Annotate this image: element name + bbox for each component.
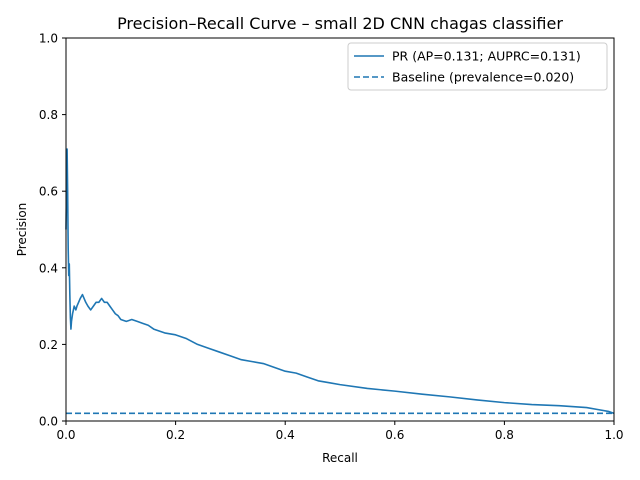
x-axis-label: Recall [322,451,358,465]
x-tick-label: 0.0 [56,428,75,442]
x-tick-label: 0.6 [385,428,404,442]
chart-title: Precision–Recall Curve – small 2D CNN ch… [117,14,563,33]
legend: PR (AP=0.131; AUPRC=0.131) Baseline (pre… [347,42,608,91]
plot-area [65,37,615,422]
x-tick-label: 0.8 [495,428,514,442]
x-tick-label: 0.4 [276,428,295,442]
y-axis-ticks: 0.0 0.2 0.4 0.6 0.8 1.0 [39,32,66,429]
legend-baseline-label: Baseline (prevalence=0.020) [392,70,574,85]
y-tick-label: 0.8 [39,108,58,122]
y-tick-label: 0.2 [39,338,58,352]
pr-curve-line [65,148,615,415]
x-axis-ticks: 0.0 0.2 0.4 0.6 0.8 1.0 [56,421,624,442]
legend-pr-label: PR (AP=0.131; AUPRC=0.131) [392,49,581,64]
axes-frame [65,37,615,422]
y-axis-label: Precision [15,203,29,257]
y-tick-label: 0.4 [39,261,58,275]
series-layer [65,148,615,415]
y-tick-label: 0.0 [39,415,58,429]
legend-box [347,42,608,91]
x-tick-label: 1.0 [604,428,623,442]
y-tick-label: 0.6 [39,185,58,199]
x-tick-label: 0.2 [166,428,185,442]
y-tick-label: 1.0 [39,32,58,46]
